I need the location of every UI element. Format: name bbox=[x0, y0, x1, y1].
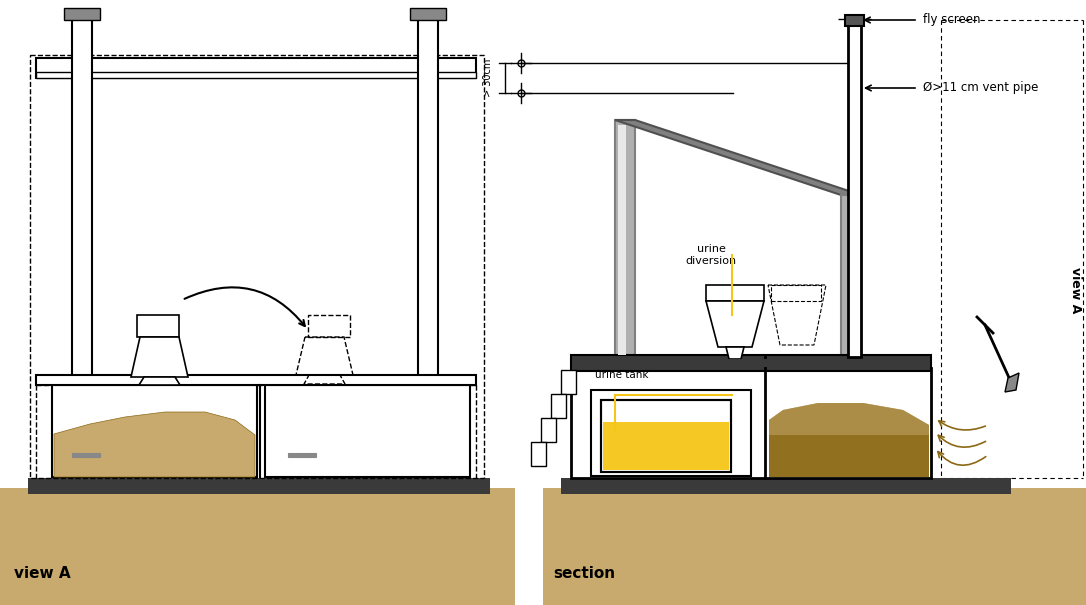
Text: Ø>11 cm vent pipe: Ø>11 cm vent pipe bbox=[923, 82, 1038, 94]
Bar bbox=[591, 390, 752, 476]
Bar bbox=[265, 385, 470, 477]
Bar bbox=[706, 285, 763, 301]
Polygon shape bbox=[139, 377, 180, 385]
Text: > 30cm: > 30cm bbox=[483, 59, 493, 97]
Polygon shape bbox=[769, 403, 929, 477]
Polygon shape bbox=[769, 403, 929, 435]
Bar bbox=[52, 385, 257, 477]
Polygon shape bbox=[727, 347, 744, 359]
Bar bbox=[615, 120, 635, 360]
Bar bbox=[828, 359, 873, 367]
Bar bbox=[28, 478, 490, 494]
Bar bbox=[0, 488, 515, 605]
Bar bbox=[36, 58, 476, 78]
Bar bbox=[411, 8, 446, 20]
Polygon shape bbox=[706, 301, 763, 347]
Bar bbox=[541, 418, 556, 442]
Bar bbox=[561, 370, 576, 394]
Text: urine tank: urine tank bbox=[595, 370, 648, 380]
Polygon shape bbox=[54, 412, 255, 477]
Bar bbox=[72, 12, 92, 382]
Bar bbox=[845, 15, 864, 26]
Bar bbox=[531, 442, 546, 466]
Text: fly screen: fly screen bbox=[923, 13, 981, 27]
Bar bbox=[543, 488, 1086, 605]
Bar bbox=[288, 453, 316, 457]
Bar bbox=[308, 315, 350, 337]
Bar bbox=[137, 315, 179, 337]
Bar bbox=[72, 453, 100, 457]
Bar bbox=[601, 400, 731, 472]
Bar bbox=[38, 60, 473, 380]
Bar bbox=[36, 72, 476, 78]
Text: view A: view A bbox=[1070, 267, 1083, 313]
Bar bbox=[698, 359, 778, 367]
Bar bbox=[551, 394, 566, 418]
Polygon shape bbox=[615, 120, 861, 195]
Bar bbox=[418, 12, 438, 382]
Text: urine
diversion: urine diversion bbox=[685, 244, 736, 266]
Bar bbox=[36, 375, 476, 385]
Bar bbox=[561, 478, 1011, 494]
Bar bbox=[841, 195, 861, 360]
Bar bbox=[601, 400, 731, 472]
Bar bbox=[848, 22, 861, 357]
Polygon shape bbox=[1005, 373, 1019, 392]
Bar bbox=[571, 355, 931, 371]
Bar bbox=[603, 422, 729, 470]
Bar bbox=[771, 285, 821, 301]
Bar bbox=[64, 8, 100, 20]
Bar bbox=[618, 125, 626, 355]
Bar bbox=[571, 368, 931, 478]
Text: section: section bbox=[553, 566, 615, 581]
Text: view A: view A bbox=[14, 566, 71, 581]
Polygon shape bbox=[131, 337, 188, 377]
